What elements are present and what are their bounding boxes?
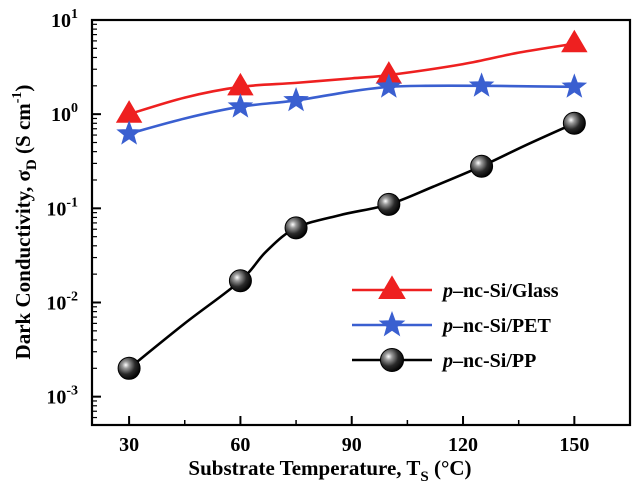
y-tick-label: 10-3 [46, 384, 78, 409]
sphere-marker [379, 347, 405, 373]
sphere-marker [117, 356, 141, 380]
y-tick-exponent: -3 [66, 384, 78, 399]
sphere-marker [470, 154, 494, 178]
y-tick-exponent: 0 [71, 101, 78, 116]
star-marker [561, 73, 588, 98]
y-tick-exponent: -2 [66, 289, 78, 304]
y-tick-label: 100 [51, 101, 78, 126]
y-tick-exponent: 1 [71, 7, 78, 22]
y-axis-title-sup: -1 [10, 92, 25, 104]
y-tick-base: 10 [46, 292, 66, 314]
plot-frame [90, 18, 632, 427]
legend-item-glass: p–nc-Si/Glass [352, 275, 559, 302]
x-axis-ticks: 30 60 90 120 150 [119, 416, 589, 456]
y-axis-title-sub: D [24, 159, 40, 170]
y-tick-label: 10-1 [46, 195, 78, 220]
x-axis-title-sub: S [420, 469, 428, 485]
y-tick-base: 10 [51, 104, 71, 126]
x-axis-title: Substrate Temperature, TS (°C) [188, 456, 471, 485]
triangle-marker [227, 72, 254, 96]
triangle-marker [561, 29, 588, 53]
star-marker [116, 120, 142, 145]
y-axis-title: Dark Conductivity, σD (S cm-1) [10, 85, 40, 360]
legend-item-pet: p–nc-Si/PET [352, 310, 551, 337]
x-tick-label: 120 [448, 434, 478, 456]
y-tick-label: 10-2 [46, 289, 78, 314]
series-lines [128, 42, 575, 370]
series-line-glass [128, 42, 575, 116]
sphere-marker [377, 192, 401, 216]
legend-label: p–nc-Si/PET [441, 315, 551, 337]
sphere-marker [284, 216, 308, 240]
star-marker [468, 72, 495, 97]
x-tick-label: 150 [559, 434, 589, 456]
series-line-pp [128, 122, 575, 370]
legend-item-pp: p–nc-Si/PP [352, 347, 536, 373]
y-tick-base: 10 [51, 10, 71, 32]
sphere-marker [228, 269, 252, 293]
star-marker [283, 86, 309, 112]
series-markers [115, 29, 588, 380]
y-tick-base: 10 [46, 387, 66, 409]
y-axis-title-unit: (S cm [11, 103, 35, 159]
x-tick-label: 90 [342, 434, 362, 456]
y-axis-title-close: ) [11, 85, 35, 92]
x-axis-title-unit: (°C) [429, 456, 472, 480]
series-line-pet [128, 84, 575, 135]
sphere-marker [562, 111, 586, 135]
legend-label: p–nc-Si/Glass [441, 280, 559, 302]
y-tick-label: 101 [51, 7, 78, 32]
star-marker [378, 310, 406, 337]
star-marker [376, 73, 402, 98]
legend: p–nc-Si/Glass p–nc-Si/PET p–nc-Si/PP [352, 275, 559, 373]
x-tick-label: 60 [230, 434, 250, 456]
triangle-marker [378, 275, 406, 299]
legend-label: p–nc-Si/PP [441, 350, 536, 372]
star-marker [227, 93, 254, 118]
x-tick-label: 30 [119, 434, 139, 456]
y-tick-base: 10 [46, 198, 66, 220]
y-tick-exponent: -1 [66, 195, 78, 210]
